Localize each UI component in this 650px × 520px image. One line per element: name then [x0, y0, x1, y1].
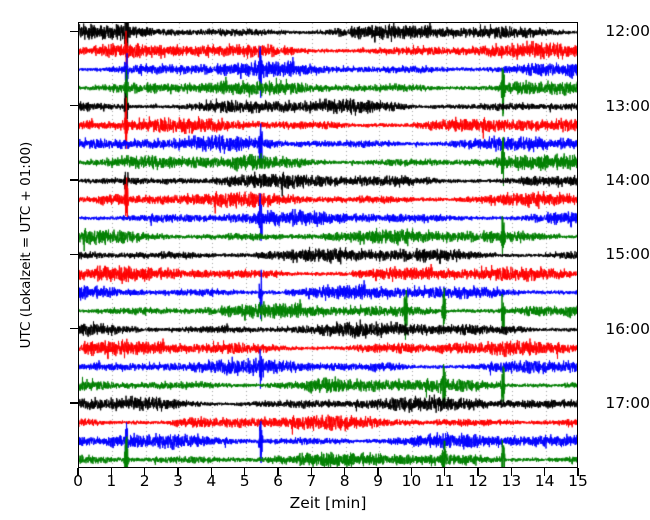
x-tick-mark-8 [344, 468, 346, 476]
y-tick-label-16: 16:00 [605, 319, 650, 338]
y-tick-mark-14 [70, 179, 78, 181]
y-tick-mark-12 [70, 30, 78, 32]
x-tick-mark-10 [410, 468, 412, 476]
x-tick-mark-0 [77, 468, 79, 476]
y-axis-title: UTC (Lokalzeit = UTC + 01:00) [18, 141, 34, 349]
x-tick-label-8: 8 [339, 472, 350, 490]
x-tick-label-15: 15 [568, 472, 588, 490]
y-tick-mark-16 [70, 327, 78, 330]
x-tick-label-12: 12 [468, 472, 488, 490]
x-tick-label-1: 1 [106, 472, 117, 490]
y-tick-label-12: 12:00 [605, 22, 650, 41]
x-tick-label-2: 2 [139, 472, 150, 490]
x-tick-label-0: 0 [73, 472, 83, 490]
x-tick-mark-3 [177, 468, 179, 476]
x-tick-mark-7 [310, 468, 312, 476]
y-tick-mark-15 [70, 253, 78, 255]
x-tick-label-11: 11 [434, 472, 455, 490]
y-tick-label-17: 17:00 [605, 393, 650, 412]
x-tick-mark-5 [244, 468, 246, 476]
seismogram-traces [79, 23, 577, 467]
x-tick-label-7: 7 [306, 472, 317, 490]
x-tick-mark-1 [110, 468, 112, 476]
x-tick-mark-11 [444, 468, 446, 476]
x-axis-title: Zeit [min] [289, 494, 367, 512]
y-tick-label-13: 13:00 [605, 96, 650, 115]
plot-area[interactable] [78, 22, 578, 468]
x-tick-label-5: 5 [239, 472, 250, 490]
y-tick-label-15: 15:00 [605, 245, 650, 264]
x-tick-mark-4 [210, 468, 212, 476]
y-tick-mark-17 [70, 402, 78, 404]
x-tick-label-10: 10 [401, 472, 422, 490]
x-tick-label-3: 3 [173, 472, 183, 490]
x-tick-label-9: 9 [373, 472, 383, 490]
x-tick-mark-9 [377, 468, 379, 476]
x-tick-label-6: 6 [273, 472, 283, 490]
x-tick-mark-6 [277, 468, 279, 476]
x-tick-mark-12 [477, 468, 479, 476]
x-tick-label-13: 13 [501, 472, 522, 490]
x-tick-mark-13 [510, 468, 512, 476]
x-tick-mark-15 [577, 468, 579, 476]
x-tick-mark-2 [144, 468, 146, 476]
x-tick-mark-14 [544, 468, 546, 476]
y-tick-label-14: 14:00 [605, 170, 650, 189]
x-tick-label-14: 14 [534, 472, 555, 490]
y-tick-mark-13 [70, 104, 78, 107]
x-tick-label-4: 4 [206, 472, 217, 490]
